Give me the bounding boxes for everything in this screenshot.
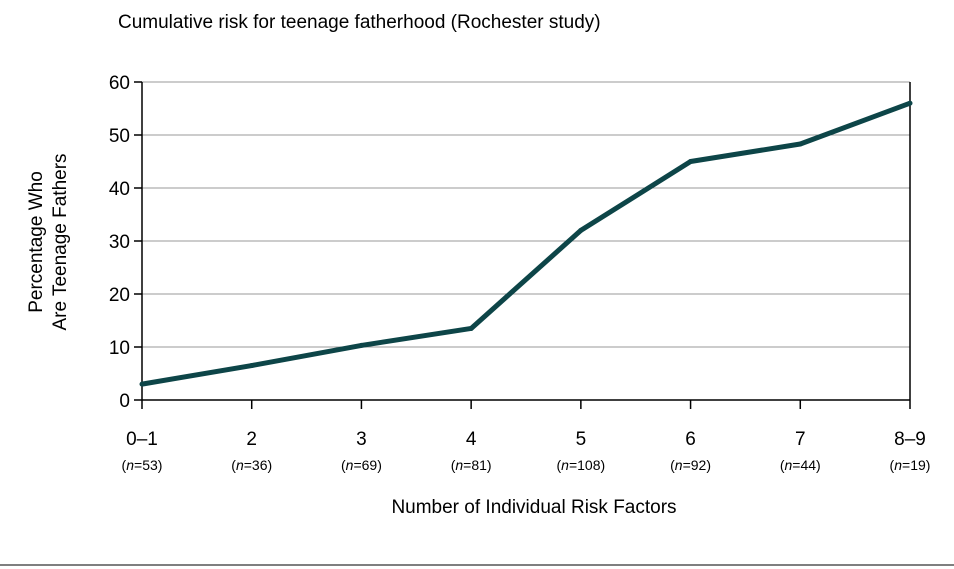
- n-symbol: n: [346, 457, 354, 473]
- y-tick-label: 30: [109, 232, 130, 253]
- data-point-3: [358, 342, 364, 348]
- x-sample-size-label: (n=44): [780, 457, 821, 473]
- grid-lines: [142, 81, 910, 348]
- x-sample-size-label: (n=92): [670, 457, 711, 473]
- y-axis-label: Percentage Who Are Teenage Fathers: [26, 153, 71, 330]
- n-symbol: n: [785, 457, 793, 473]
- x-tick-label: 4: [466, 429, 477, 450]
- n-symbol: n: [236, 457, 244, 473]
- y-axis-label-line-1: Percentage Who: [26, 171, 47, 313]
- x-tick-label: 3: [356, 429, 367, 450]
- series-line: [141, 100, 911, 387]
- y-tick-label: 60: [109, 73, 130, 94]
- data-point-7: [797, 141, 803, 147]
- n-value: =108: [569, 457, 601, 473]
- series-points: [139, 100, 913, 387]
- x-sample-size-label: (n=69): [341, 457, 382, 473]
- x-tick-label: 8–9: [894, 429, 926, 450]
- n-value: =44: [792, 457, 816, 473]
- x-sample-size-label: (n=108): [557, 457, 606, 473]
- x-axis-label: Number of Individual Risk Factors: [391, 497, 676, 518]
- n-value: =81: [463, 457, 487, 473]
- x-sample-size-label: (n=53): [122, 457, 163, 473]
- x-sample-size-label: (n=81): [451, 457, 492, 473]
- n-value: =36: [244, 457, 268, 473]
- y-tick-label: 40: [109, 179, 130, 200]
- data-point-8: [907, 100, 913, 106]
- n-value: =19: [902, 457, 926, 473]
- x-axis-ticks: 0–1 (n=53) 2 (n=36) 3 (n=69) 4 (n=81) 5 (n=108) 6 (…: [122, 400, 931, 473]
- n-value: =69: [353, 457, 377, 473]
- n-value: =92: [683, 457, 707, 473]
- y-axis-label-line-2: Are Teenage Fathers: [50, 153, 71, 330]
- x-tick-label: 5: [576, 429, 587, 450]
- y-tick-label: 20: [109, 285, 130, 306]
- x-sample-size-label: (n=19): [890, 457, 931, 473]
- y-axis-ticks: 0 10 20 30 40 50 60: [109, 73, 142, 412]
- x-tick-label: 6: [685, 429, 696, 450]
- data-point-2: [249, 363, 255, 369]
- data-point-4: [468, 325, 474, 331]
- data-point-5: [578, 227, 584, 233]
- chart-title: Cumulative risk for teenage fatherhood (…: [118, 12, 601, 33]
- y-tick-label: 10: [109, 338, 130, 359]
- n-value: =53: [134, 457, 158, 473]
- x-tick-label: 0–1: [126, 429, 158, 450]
- x-tick-label: 2: [246, 429, 257, 450]
- y-tick-label: 50: [109, 126, 130, 147]
- n-symbol: n: [126, 457, 134, 473]
- n-symbol: n: [675, 457, 683, 473]
- data-point-6: [688, 159, 694, 164]
- x-tick-label: 7: [795, 429, 806, 450]
- y-tick-label: 0: [119, 391, 130, 412]
- n-symbol: n: [455, 457, 463, 473]
- x-sample-size-label: (n=36): [231, 457, 272, 473]
- data-point-1: [139, 381, 145, 387]
- n-symbol: n: [894, 457, 902, 473]
- n-symbol: n: [561, 457, 569, 473]
